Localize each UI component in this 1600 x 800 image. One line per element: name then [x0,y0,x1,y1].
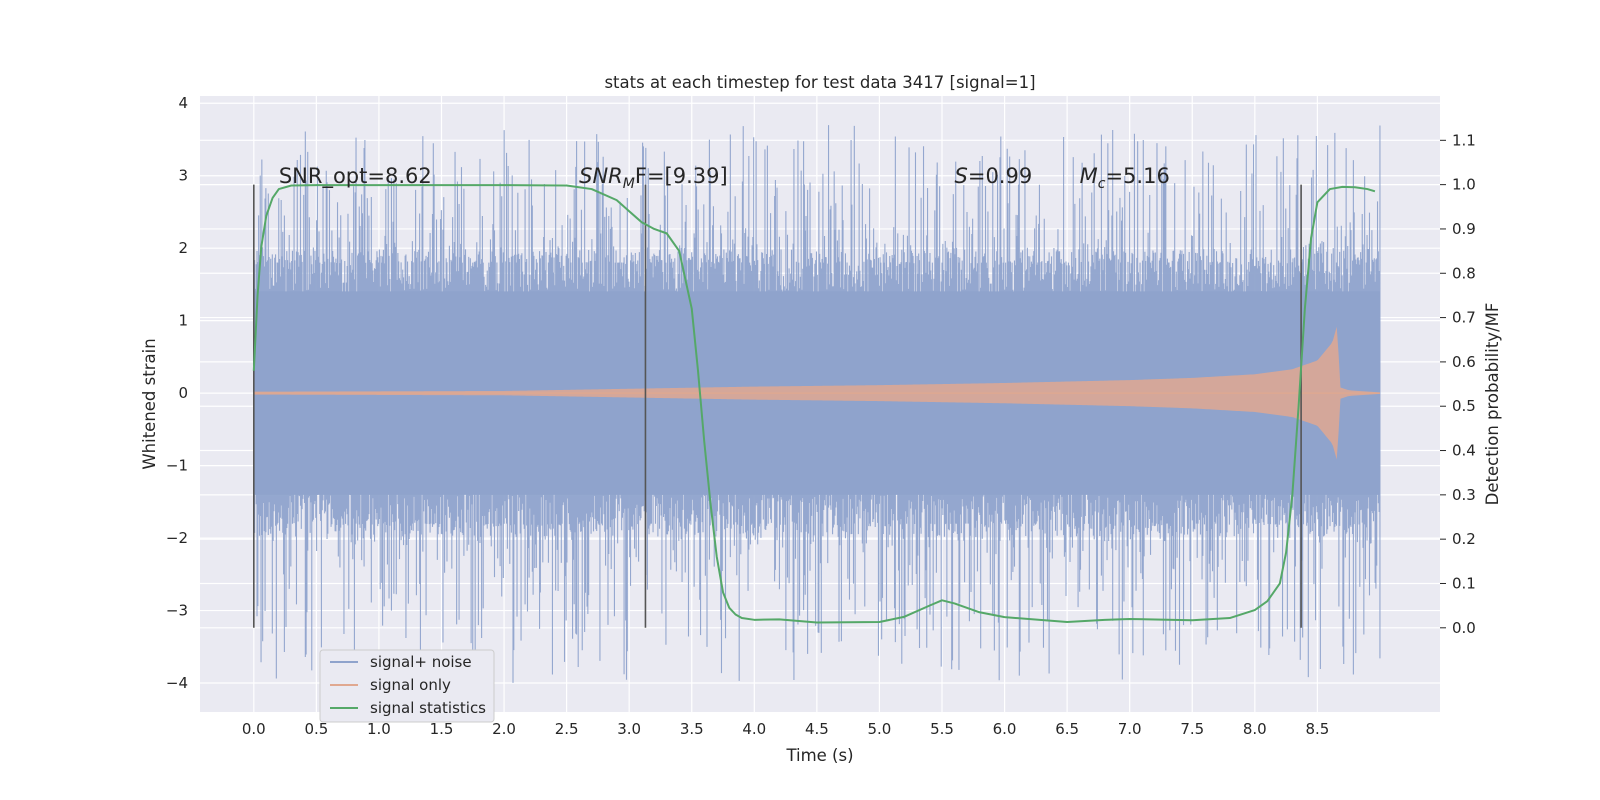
chart-title: stats at each timestep for test data 341… [604,73,1035,92]
y-tick-label: 2 [178,239,188,257]
annotation-mc: Mc=5.16 [1080,164,1170,192]
annotation-snr-mf-sub: M [623,176,635,192]
x-tick-label: 3.0 [617,720,641,738]
y2-axis-title: Detection probability/MF [1483,303,1502,506]
annotation-s-rest: =0.99 [968,164,1032,188]
y-tick-label: 4 [178,94,188,112]
x-tick-label: 5.0 [868,720,892,738]
legend-box [319,649,495,723]
x-tick-label: 0.0 [242,720,266,738]
y2-tick-label: 0.6 [1452,353,1476,371]
annotation-mc-main: M [1080,164,1098,188]
y-tick-label: −1 [166,457,188,475]
ticks-layer: 0.0 0.5 1.0 1.5 2.0 2.5 3.0 3.5 4.0 4.5 5.0 5.5 6.0 6… [166,94,1476,738]
x-axis-title: Time (s) [785,746,853,765]
x-tick-label: 8.5 [1305,720,1329,738]
markers-layer [252,184,1376,628]
annotation-snr-opt: SNR_opt=8.62 [279,164,432,189]
y2-tick-label: 1.0 [1452,176,1476,194]
y2-tick-label: 0.3 [1452,486,1476,504]
annotation-snr-mf-rest: F=[9.39] [635,164,728,188]
y-tick-label: 0 [178,384,188,402]
x-tick-label: 2.5 [555,720,579,738]
x-tick-label: 8.0 [1243,720,1267,738]
x-tick-label: 7.5 [1180,720,1204,738]
x-tick-label: 3.5 [680,720,704,738]
y2-tick-label: 0.5 [1452,397,1476,415]
annotation-mc-rest: =5.16 [1105,164,1169,188]
x-tick-label: 1.5 [430,720,454,738]
annotation-snr-mf: SNRMF=[9.39] [579,164,728,192]
y2-tick-label: 0.0 [1452,619,1476,637]
annotations: SNR_opt=8.62 SNRMF=[9.39] S=0.99 Mc=5.16 [279,164,1170,192]
x-tick-label: 5.5 [930,720,954,738]
x-tick-label: 6.5 [1055,720,1079,738]
y-tick-label: −3 [166,602,188,620]
y2-tick-label: 0.9 [1452,220,1476,238]
x-tick-label: 7.0 [1118,720,1142,738]
x-tick-label: 0.5 [304,720,328,738]
y-tick-label: −2 [166,529,188,547]
annotation-s: S=0.99 [955,164,1033,188]
legend: signal+ noise signal only signal statist… [319,649,495,723]
y-tick-label: 1 [178,312,188,330]
y-tick-label: −4 [166,674,188,692]
y2-tick-label: 0.1 [1452,574,1476,592]
x-tick-label: 6.0 [993,720,1017,738]
y2-tick-label: 1.1 [1452,131,1476,149]
y2-tick-label: 0.2 [1452,530,1476,548]
x-tick-label: 4.5 [805,720,829,738]
legend-label-signal-only: signal only [370,676,451,694]
series-layer [253,125,1381,683]
y-tick-label: 3 [178,167,188,185]
y2-tick-label: 0.8 [1452,264,1476,282]
y-axis-title: Whitened strain [140,338,159,469]
annotation-mc-sub: c [1098,176,1106,192]
x-tick-label: 4.0 [742,720,766,738]
legend-label-signal-noise: signal+ noise [370,653,472,671]
annotation-s-main: S [955,164,968,188]
legend-label-signal-statistics: signal statistics [370,699,486,717]
x-tick-label: 1.0 [367,720,391,738]
y2-tick-label: 0.4 [1452,442,1476,460]
x-tick-label: 2.0 [492,720,516,738]
annotation-snr-mf-main: SNR [579,164,623,188]
series-signal-statistics [252,184,1376,624]
y2-tick-label: 0.7 [1452,309,1476,327]
